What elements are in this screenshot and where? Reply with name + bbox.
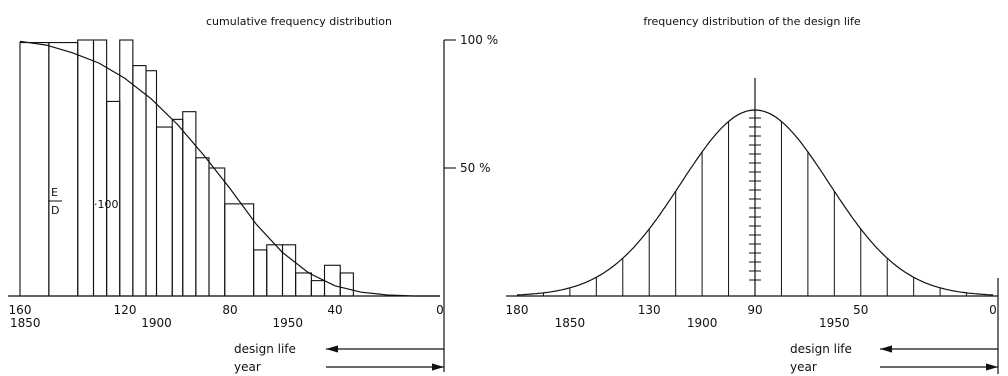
cumulative-curve [19,40,440,297]
right-chart-title: frequency distribution of the design lif… [643,15,860,28]
year-tick-label: 1900 [687,316,718,330]
x-tick-label: 0 [989,303,997,317]
histogram-bar [145,70,158,297]
year-tick-label: 1950 [272,316,303,330]
histogram-bar [182,111,197,297]
y-axis-ticks: 100 % 50 % [444,33,498,175]
histogram-bar [48,42,79,297]
histogram-bar [19,42,50,297]
fraction-numerator: E [51,186,58,199]
histogram-bar [92,39,108,297]
histogram-bar [266,244,284,297]
x-tick-label: 130 [638,303,661,317]
frequency-chart: frequency distribution of the design lif… [506,15,999,374]
histogram-bar [119,39,134,297]
x-tick-label: 0 [436,303,444,317]
bell-curve-hatching [542,121,968,296]
year-tick-label: 1900 [141,316,172,330]
fraction-factor: ·100 [94,198,119,211]
histogram-bar [155,126,173,297]
y-tick-label: 100 % [460,33,498,47]
mean-line-ticks [749,117,761,281]
histogram-bar [253,249,268,297]
cumulative-chart: cumulative frequency distribution 100 % 5… [8,15,498,374]
year-tick-label: 1850 [555,316,586,330]
year-label-left: year [234,360,261,374]
x-axis-ticks: 160 120 80 40 0 1850 1900 1950 [9,303,444,330]
histogram-bar [339,272,354,297]
x-tick-label: 120 [114,303,137,317]
histogram-bar [323,264,341,297]
histogram-bar [208,167,226,297]
histogram-bar [195,157,210,297]
x-tick-label: 160 [9,303,32,317]
histogram-bar [77,39,95,297]
x-tick-label: 80 [222,303,237,317]
histogram-bar [132,65,147,297]
x-tick-label: 90 [747,303,762,317]
histogram-bar [281,244,297,297]
histogram-bar [310,280,326,297]
histogram-bar [224,203,255,297]
x-axis-ticks-right: 180 130 90 50 0 1850 1900 1950 [506,303,997,330]
histogram-bar [171,118,184,297]
design-life-label-right: design life [790,342,852,356]
y-tick-label: 50 % [460,161,491,175]
fraction-denominator: D [51,204,59,217]
year-tick-label: 1850 [10,316,41,330]
histogram-bars [19,39,354,297]
year-tick-label: 1950 [819,316,850,330]
left-chart-title: cumulative frequency distribution [206,15,392,28]
x-tick-label: 50 [853,303,868,317]
histogram-bar [295,272,312,297]
design-life-label-left: design life [234,342,296,356]
x-tick-label: 40 [327,303,342,317]
x-tick-label: 180 [506,303,529,317]
year-label-right: year [790,360,817,374]
